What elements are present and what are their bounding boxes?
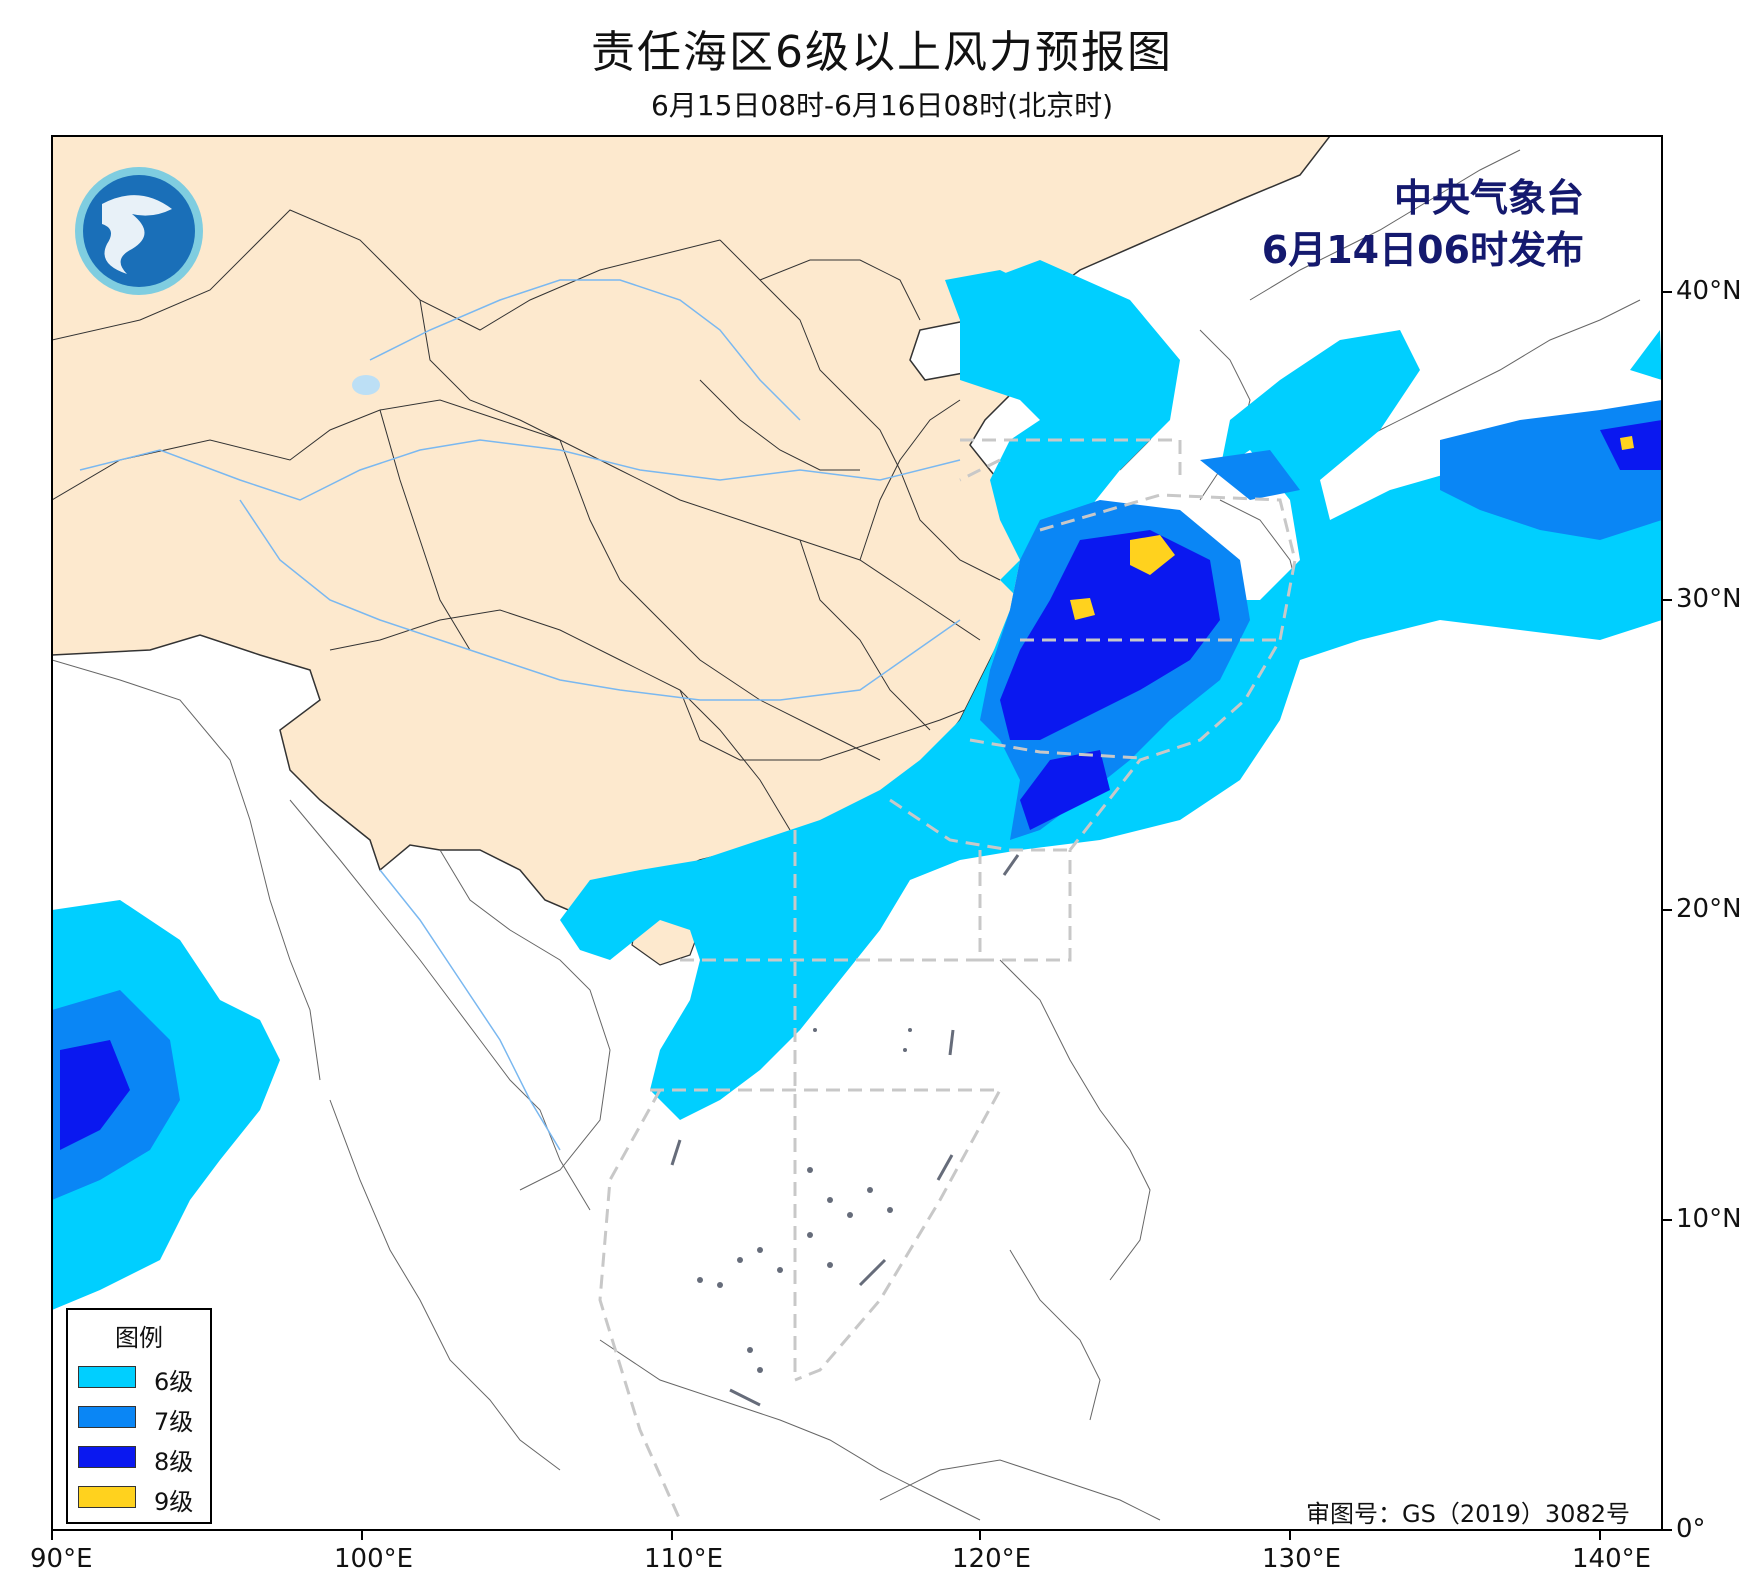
legend-item: 6级 <box>78 1364 198 1396</box>
legend-item: 8级 <box>78 1444 198 1476</box>
legend: 图例 6级 7级 8级 9级 <box>66 1308 212 1524</box>
legend-swatch <box>78 1406 136 1428</box>
lon-tick-label: 120°E <box>952 1544 1032 1574</box>
lat-tick-label: 0° <box>1676 1514 1706 1544</box>
legend-swatch <box>78 1366 136 1388</box>
legend-swatch <box>78 1446 136 1468</box>
wind-level-8-areas <box>60 420 1662 1150</box>
lat-tick-label: 30°N <box>1676 584 1742 614</box>
sea-zone-boundaries <box>598 438 1297 1521</box>
legend-item: 7级 <box>78 1404 198 1436</box>
issuer-block: 中央气象台 6月14日06时发布 <box>1262 172 1584 276</box>
south-china-sea-islands <box>697 1028 912 1373</box>
lon-tick-label: 140°E <box>1572 1544 1652 1574</box>
qinghai-lake <box>352 375 380 395</box>
lat-tick-label: 10°N <box>1676 1204 1742 1234</box>
lat-tick-label: 20°N <box>1676 894 1742 924</box>
cma-logo-icon <box>75 167 203 295</box>
nine-dash-line <box>670 854 1020 1407</box>
lon-tick-label: 110°E <box>644 1544 724 1574</box>
legend-label: 6级 <box>154 1368 194 1396</box>
issue-time: 6月14日06时发布 <box>1261 228 1584 272</box>
legend-label: 9级 <box>154 1488 194 1516</box>
lon-tick-label: 90°E <box>30 1544 93 1574</box>
map-frame <box>51 135 1663 1531</box>
lon-tick-label: 130°E <box>1262 1544 1342 1574</box>
lon-tick-label: 100°E <box>334 1544 414 1574</box>
issuer-name: 中央气象台 <box>1393 176 1584 220</box>
lat-tick-label: 40°N <box>1676 276 1742 306</box>
legend-item: 9级 <box>78 1484 198 1516</box>
legend-title: 图例 <box>115 1324 163 1352</box>
map-title: 责任海区6级以上风力预报图 <box>591 27 1173 78</box>
map-subtitle: 6月15日08时-6月16日08时(北京时) <box>650 89 1114 122</box>
approval-number: 审图号：GS（2019）3082号 <box>1306 1500 1630 1528</box>
legend-swatch <box>78 1486 136 1508</box>
legend-label: 7级 <box>154 1408 194 1436</box>
wind-level-9-areas <box>1070 436 1634 620</box>
legend-label: 8级 <box>154 1448 194 1476</box>
